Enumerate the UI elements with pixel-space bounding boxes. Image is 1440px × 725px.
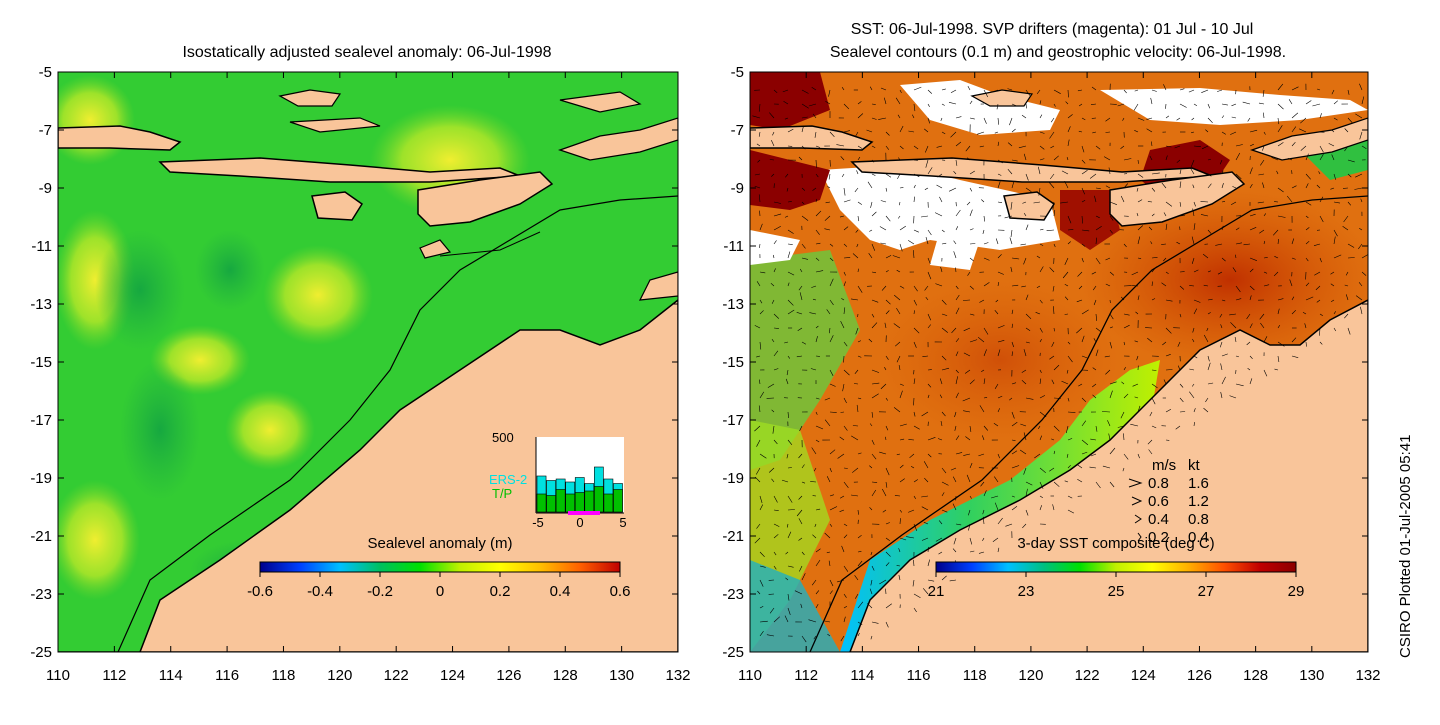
right-colorbar-label: 3-day SST composite (deg C)	[1017, 535, 1214, 552]
y-tick-label-right: -25	[722, 644, 744, 661]
x-tick-label-left: 114	[159, 667, 183, 684]
left-colorbar	[260, 562, 620, 572]
x-tick-label-left: 128	[553, 667, 578, 684]
x-tick-label-left: 120	[327, 667, 352, 684]
x-tick-label-left: 124	[440, 667, 465, 684]
inset-bar-tp	[537, 494, 546, 512]
x-tick-label-right: 124	[1131, 667, 1156, 684]
legend-kt-value: 1.6	[1188, 475, 1209, 492]
legend-kt-value: 1.2	[1188, 493, 1209, 510]
y-tick-label-left: -13	[30, 296, 52, 313]
y-tick-label-right: -23	[722, 586, 744, 603]
y-tick-label-left: -17	[30, 412, 52, 429]
inset-xtick-5: 5	[619, 515, 626, 530]
legend-header-kt: kt	[1188, 457, 1201, 474]
x-tick-label-right: 120	[1018, 667, 1043, 684]
inset-xtick-neg5: -5	[532, 515, 544, 530]
legend-header-ms: m/s	[1152, 457, 1176, 474]
colorbar-tick-label: 25	[1108, 583, 1125, 600]
colorbar-tick-label: 27	[1198, 583, 1215, 600]
inset-bar-tp	[547, 496, 556, 513]
x-tick-label-right: 132	[1355, 667, 1380, 684]
y-tick-label-right: -17	[722, 412, 744, 429]
colorbar-tick-label: 23	[1018, 583, 1035, 600]
legend-ms-value: 0.4	[1148, 511, 1169, 528]
inset-legend-tp: T/P	[492, 486, 512, 501]
inset-bar-tp	[594, 487, 603, 513]
y-tick-label-right: -13	[722, 296, 744, 313]
colorbar-tick-label: 0	[436, 583, 444, 600]
x-tick-label-left: 118	[271, 667, 295, 684]
inset-ymax-label: 500	[492, 430, 514, 445]
credit-text: CSIRO Plotted 01-Jul-2005 05:41	[1397, 435, 1414, 658]
inset-legend-ers2: ERS-2	[489, 472, 527, 487]
inset-bar-tp	[585, 491, 594, 512]
x-tick-label-right: 118	[963, 667, 987, 684]
inset-bar-tp	[566, 494, 575, 512]
y-tick-label-left: -11	[31, 238, 52, 255]
y-tick-label-right: -5	[731, 64, 744, 81]
y-tick-label-left: -21	[30, 528, 52, 545]
right-title-line1: SST: 06-Jul-1998. SVP drifters (magenta)…	[851, 21, 1254, 38]
x-tick-label-right: 114	[850, 667, 874, 684]
y-tick-label-left: -19	[30, 470, 52, 487]
y-tick-label-right: -11	[723, 238, 744, 255]
x-tick-label-left: 130	[609, 667, 634, 684]
x-tick-label-left: 122	[384, 667, 409, 684]
y-tick-label-right: -19	[722, 470, 744, 487]
y-tick-label-right: -7	[731, 122, 744, 139]
y-tick-label-right: -21	[722, 528, 744, 545]
left-title: Isostatically adjusted sealevel anomaly:…	[182, 44, 551, 61]
right-colorbar	[936, 562, 1296, 572]
inset-bar-tp	[556, 490, 565, 513]
x-tick-label-right: 110	[738, 667, 762, 684]
y-tick-label-left: -5	[39, 64, 52, 81]
x-tick-label-left: 116	[215, 667, 239, 684]
colorbar-tick-label: -0.6	[247, 583, 273, 600]
y-tick-label-left: -25	[30, 644, 52, 661]
y-tick-label-left: -15	[30, 354, 52, 371]
legend-ms-value: 0.6	[1148, 493, 1169, 510]
inset-bar-tp	[604, 494, 613, 512]
y-tick-label-left: -23	[30, 586, 52, 603]
x-tick-label-left: 112	[102, 667, 126, 684]
inset-bar-tp	[613, 490, 622, 513]
legend-kt-value: 0.8	[1188, 511, 1209, 528]
x-tick-label-right: 126	[1187, 667, 1212, 684]
colorbar-tick-label: 0.2	[490, 583, 511, 600]
inset-xtick-0: 0	[576, 515, 583, 530]
colorbar-tick-label: 0.6	[610, 583, 631, 600]
left-colorbar-label: Sealevel anomaly (m)	[367, 535, 512, 552]
x-tick-label-right: 112	[794, 667, 818, 684]
x-tick-label-right: 116	[907, 667, 931, 684]
inset-bar-tp	[575, 493, 584, 513]
colorbar-tick-label: 29	[1288, 583, 1305, 600]
right-title-line2: Sealevel contours (0.1 m) and geostrophi…	[830, 44, 1286, 61]
y-tick-label-left: -7	[39, 122, 52, 139]
y-tick-label-right: -15	[722, 354, 744, 371]
colorbar-tick-label: -0.4	[307, 583, 333, 600]
y-tick-label-right: -9	[731, 180, 744, 197]
colorbar-tick-label: 21	[928, 583, 945, 600]
x-tick-label-right: 122	[1075, 667, 1100, 684]
colorbar-tick-label: 0.4	[550, 583, 571, 600]
x-tick-label-left: 126	[496, 667, 521, 684]
legend-ms-value: 0.8	[1148, 475, 1169, 492]
x-tick-label-left: 132	[665, 667, 690, 684]
colorbar-tick-label: -0.2	[367, 583, 393, 600]
y-tick-label-left: -9	[39, 180, 52, 197]
x-tick-label-right: 130	[1299, 667, 1324, 684]
x-tick-label-left: 110	[46, 667, 70, 684]
x-tick-label-right: 128	[1243, 667, 1268, 684]
